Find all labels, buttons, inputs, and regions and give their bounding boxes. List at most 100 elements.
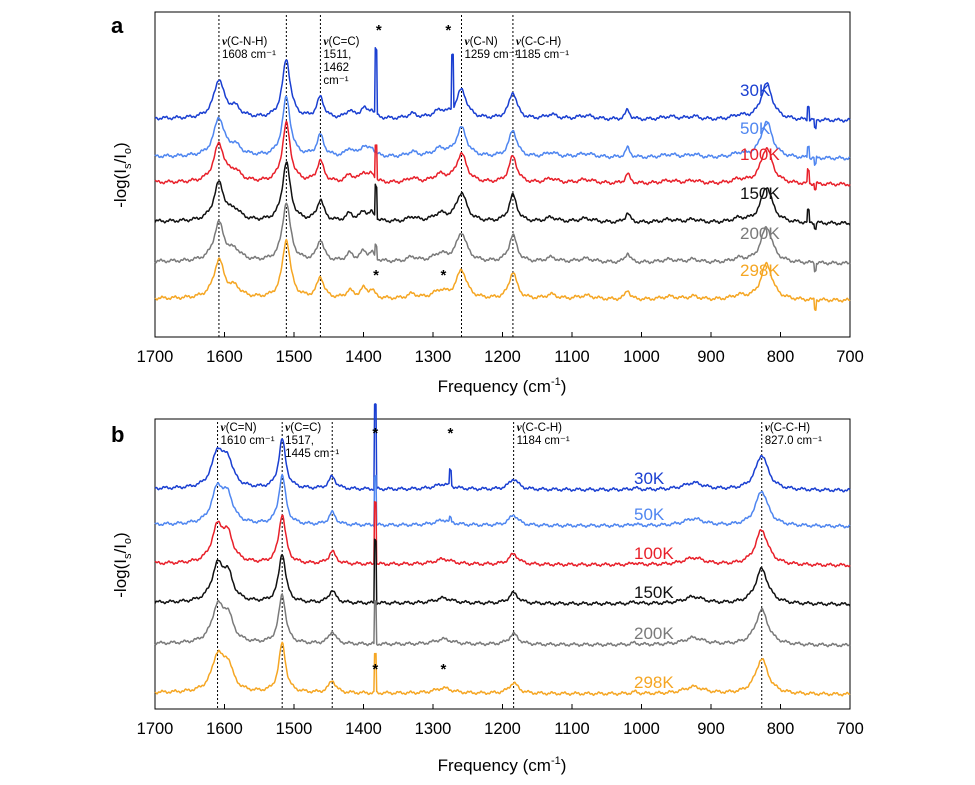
panel-a-x-axis-title: Frequency (cm-1)	[438, 376, 567, 396]
x-tick-label: 1600	[206, 720, 243, 738]
peak-annotation-line: 1185 cm⁻¹	[516, 49, 569, 61]
panel-b-x-title-exp: -1	[551, 755, 561, 767]
x-tick-label: 1000	[623, 720, 660, 738]
spectrum-trace-200K	[154, 202, 851, 273]
panel-a-markers	[218, 15, 514, 337]
panel-a-y-title-sub-o: o	[122, 148, 134, 154]
panel-a-annotations: ν(C-N-H) 1608 cm⁻¹ν(C=C) 1511, 1462 cm⁻¹ν(C-…	[222, 22, 569, 284]
peak-annotation-line: 1517,	[285, 435, 314, 447]
nu-symbol: ν	[285, 422, 291, 434]
peak-annotation-line: cm⁻¹	[323, 75, 348, 87]
panel-b-y-title-close: )	[111, 532, 130, 538]
panel-a-x-title-exp: -1	[551, 376, 561, 388]
panel-b-markers	[217, 422, 763, 709]
x-tick-label: 900	[697, 720, 725, 738]
x-tick-label: 1100	[554, 348, 589, 366]
spectrum-trace-30K	[154, 403, 851, 493]
spectrum-trace-298K	[154, 238, 851, 311]
series-label-200K: 200K	[634, 624, 674, 643]
series-label-100K: 100K	[634, 544, 674, 563]
panel-b-x-title-close: )	[561, 756, 567, 775]
peak-annotation-line: ν(C=N)	[221, 422, 257, 434]
asterisk-mark: *	[441, 267, 447, 284]
peak-annotation-text: (C=C)	[329, 36, 360, 48]
peak-annotation: ν(C-C-H) 1184 cm⁻¹	[517, 422, 570, 447]
peak-annotation-line: ν(C-C-H)	[516, 36, 562, 48]
panel-a-x-title-close: )	[561, 377, 567, 396]
spectrum-trace-200K	[154, 593, 851, 648]
spectrum-trace-298K	[154, 641, 851, 697]
series-label-298K: 298K	[634, 673, 674, 692]
panel-b-series-labels: 30K 50K 100K 150K 200K 298K	[634, 469, 674, 692]
nu-symbol: ν	[517, 422, 523, 434]
x-tick-label: 1700	[137, 348, 174, 366]
panel-a-traces	[154, 47, 851, 311]
peak-annotation: ν(C-C-H) 827.0 cm⁻¹	[765, 422, 822, 447]
nu-symbol: ν	[516, 36, 522, 48]
peak-annotation-text: (C-N)	[470, 36, 498, 48]
asterisk-mark: *	[376, 22, 382, 39]
panel-b-letter: b	[111, 422, 124, 447]
panel-a-y-title-sub-s: s	[122, 163, 134, 169]
peak-annotation-line: 1445 cm⁻¹	[285, 448, 339, 460]
panel-b-x-title-main: Frequency (cm	[438, 756, 551, 775]
nu-symbol: ν	[464, 36, 470, 48]
peak-annotation: ν(C=N) 1610 cm⁻¹	[221, 422, 275, 447]
x-tick-label: 800	[767, 348, 795, 366]
peak-annotation-line: 1462	[323, 62, 349, 74]
asterisk-mark: *	[445, 22, 451, 39]
asterisk-mark: *	[441, 661, 447, 678]
panel-b-y-title-sub-o: o	[122, 538, 134, 544]
x-tick-label: 700	[836, 720, 864, 738]
series-label-100K: 100K	[740, 145, 780, 164]
series-label-150K: 150K	[634, 583, 674, 602]
panel-b-y-title-main: -log(I	[111, 559, 130, 598]
panel-a-x-ticks: 1700 1600 1500 1400 1300 1200 1100 1000 900 800 70…	[137, 332, 864, 366]
panel-b-x-ticks: 1700 1600 1500 1400 1300 1200 1100 1000 900 800 70…	[137, 704, 864, 738]
series-label-50K: 50K	[740, 119, 771, 138]
spectrum-trace-50K	[154, 95, 851, 166]
peak-annotation: ν(C-C-H) 1185 cm⁻¹	[516, 36, 569, 61]
x-tick-label: 1100	[554, 720, 589, 738]
panel-b-plot-frame	[154, 418, 851, 710]
panel-a-x-title-main: Frequency (cm	[438, 377, 551, 396]
peak-annotation-line: 1184 cm⁻¹	[517, 435, 570, 447]
x-tick-label: 900	[697, 348, 725, 366]
series-label-30K: 30K	[634, 469, 665, 488]
asterisk-mark: *	[372, 661, 378, 678]
x-tick-label: 1500	[276, 720, 313, 738]
peak-annotation: ν(C=C) 1517, 1445 cm⁻¹	[285, 422, 339, 460]
x-tick-label: 1300	[415, 348, 452, 366]
panel-a-letter: a	[111, 13, 124, 38]
peak-annotation-line: ν(C-N)	[464, 36, 497, 48]
series-label-30K: 30K	[740, 81, 771, 100]
panel-b-y-title-sub-s: s	[122, 553, 134, 559]
asterisk-mark: *	[373, 267, 379, 284]
peak-annotation-line: ν(C=C)	[323, 36, 359, 48]
panel-b-traces	[154, 403, 851, 697]
peak-annotation-text: (C=C)	[290, 422, 321, 434]
nu-symbol: ν	[222, 36, 228, 48]
spectrum-trace-50K	[154, 473, 851, 529]
panel-b-x-axis-title: Frequency (cm-1)	[438, 755, 567, 775]
peak-annotation-line: ν(C-C-H)	[765, 422, 811, 434]
x-tick-label: 800	[767, 720, 795, 738]
panel-a-series-labels: 30K 50K 100K 150K 200K 298K	[740, 81, 780, 280]
x-tick-label: 1400	[345, 348, 382, 366]
peak-annotation-text: (C=N)	[226, 422, 257, 434]
x-tick-label: 1000	[623, 348, 660, 366]
panel-a-y-axis-title: -log(Is/Io)	[111, 142, 134, 207]
x-tick-label: 1600	[206, 348, 243, 366]
x-tick-label: 1400	[345, 720, 382, 738]
spectrum-trace-150K	[154, 161, 851, 231]
nu-symbol: ν	[323, 36, 329, 48]
asterisk-mark: *	[372, 425, 378, 442]
spectrum-trace-100K	[154, 501, 851, 568]
series-label-150K: 150K	[740, 184, 780, 203]
x-tick-label: 1700	[137, 720, 174, 738]
series-label-50K: 50K	[634, 505, 665, 524]
peak-annotation-text: (C-C-H)	[522, 422, 562, 434]
peak-annotation-line: 1511,	[323, 49, 351, 61]
x-tick-label: 1300	[415, 720, 452, 738]
panel-b: b 30K 50K 100K 150K 200K 298K ν(C=N) 1610 cm⁻¹…	[111, 403, 864, 775]
